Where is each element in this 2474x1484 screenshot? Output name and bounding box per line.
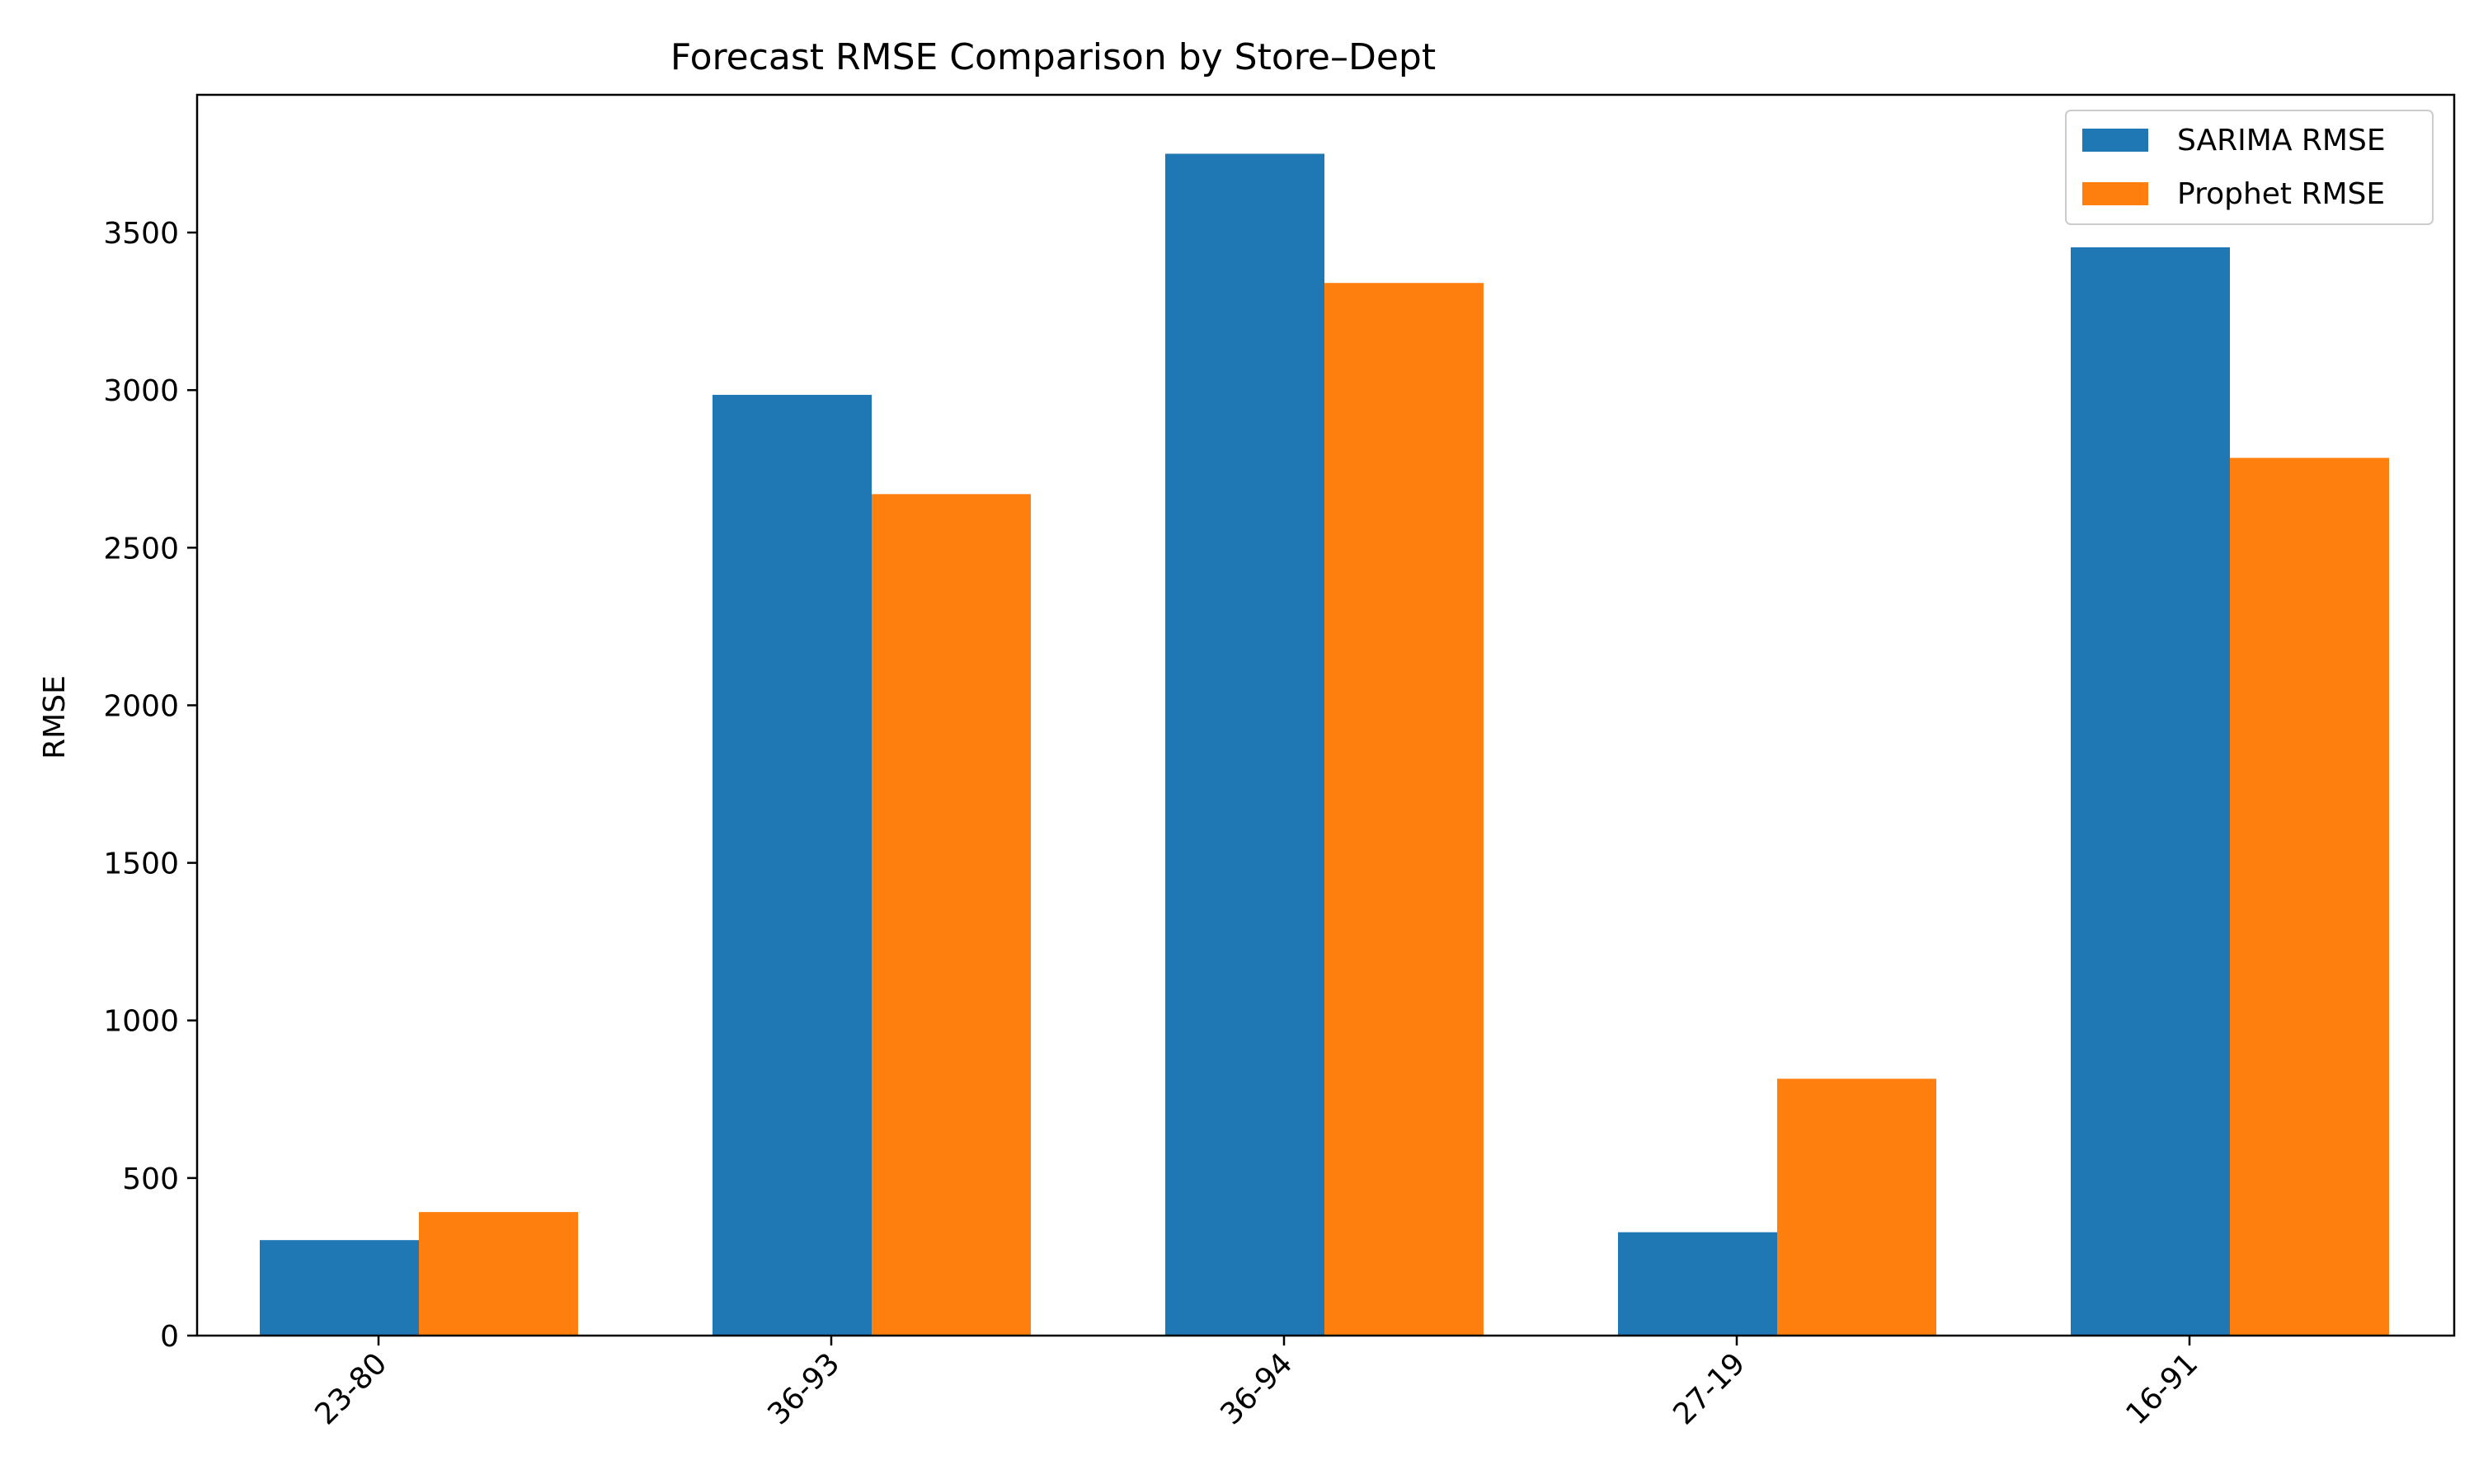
x-tick-label: 27-19 xyxy=(1667,1346,1752,1431)
legend-label-sarima-rmse: SARIMA RMSE xyxy=(2177,124,2386,157)
bar-prophet-rmse-36-94 xyxy=(1324,283,1484,1336)
bar-sarima-rmse-27-19 xyxy=(1618,1232,1777,1336)
bar-sarima-rmse-36-94 xyxy=(1165,153,1324,1336)
chart-title: Forecast RMSE Comparison by Store–Dept xyxy=(670,36,1436,78)
bar-prophet-rmse-23-80 xyxy=(419,1212,578,1336)
y-tick-label: 2000 xyxy=(103,689,179,723)
x-axis: 23-80 36-93 36-94 27-19 16-91 xyxy=(308,1336,2204,1431)
bar-prophet-rmse-36-93 xyxy=(872,494,1031,1336)
y-tick-label: 0 xyxy=(160,1320,179,1354)
bar-prophet-rmse-27-19 xyxy=(1777,1078,1936,1336)
x-tick-label: 23-80 xyxy=(308,1346,393,1431)
y-axis-title: RMSE xyxy=(38,675,72,759)
bars-layer xyxy=(260,153,2389,1336)
legend-box xyxy=(2065,110,2434,225)
x-tick-label: 36-94 xyxy=(1214,1346,1299,1431)
bar-prophet-rmse-16-91 xyxy=(2230,458,2389,1336)
legend-label-prophet-rmse: Prophet RMSE xyxy=(2177,177,2385,211)
bar-sarima-rmse-23-80 xyxy=(260,1240,419,1336)
y-tick-label: 2500 xyxy=(103,532,179,566)
y-tick-label: 1500 xyxy=(103,848,179,881)
y-tick-label: 3500 xyxy=(103,217,179,251)
legend: SARIMA RMSE Prophet RMSE xyxy=(2065,110,2434,225)
x-tick-label: 36-93 xyxy=(761,1346,846,1431)
legend-swatch-prophet-rmse xyxy=(2082,182,2148,205)
y-tick-label: 3000 xyxy=(103,374,179,408)
bar-sarima-rmse-36-93 xyxy=(713,394,872,1336)
y-axis: 0 500 1000 1500 2000 2500 3000 3500 xyxy=(103,217,197,1354)
plot-frame xyxy=(195,93,2456,1337)
legend-swatch-sarima-rmse xyxy=(2082,129,2148,152)
y-tick-label: 1000 xyxy=(103,1005,179,1039)
y-tick-label: 500 xyxy=(122,1162,179,1196)
bar-sarima-rmse-16-91 xyxy=(2071,247,2230,1336)
x-tick-label: 16-91 xyxy=(2119,1346,2204,1431)
